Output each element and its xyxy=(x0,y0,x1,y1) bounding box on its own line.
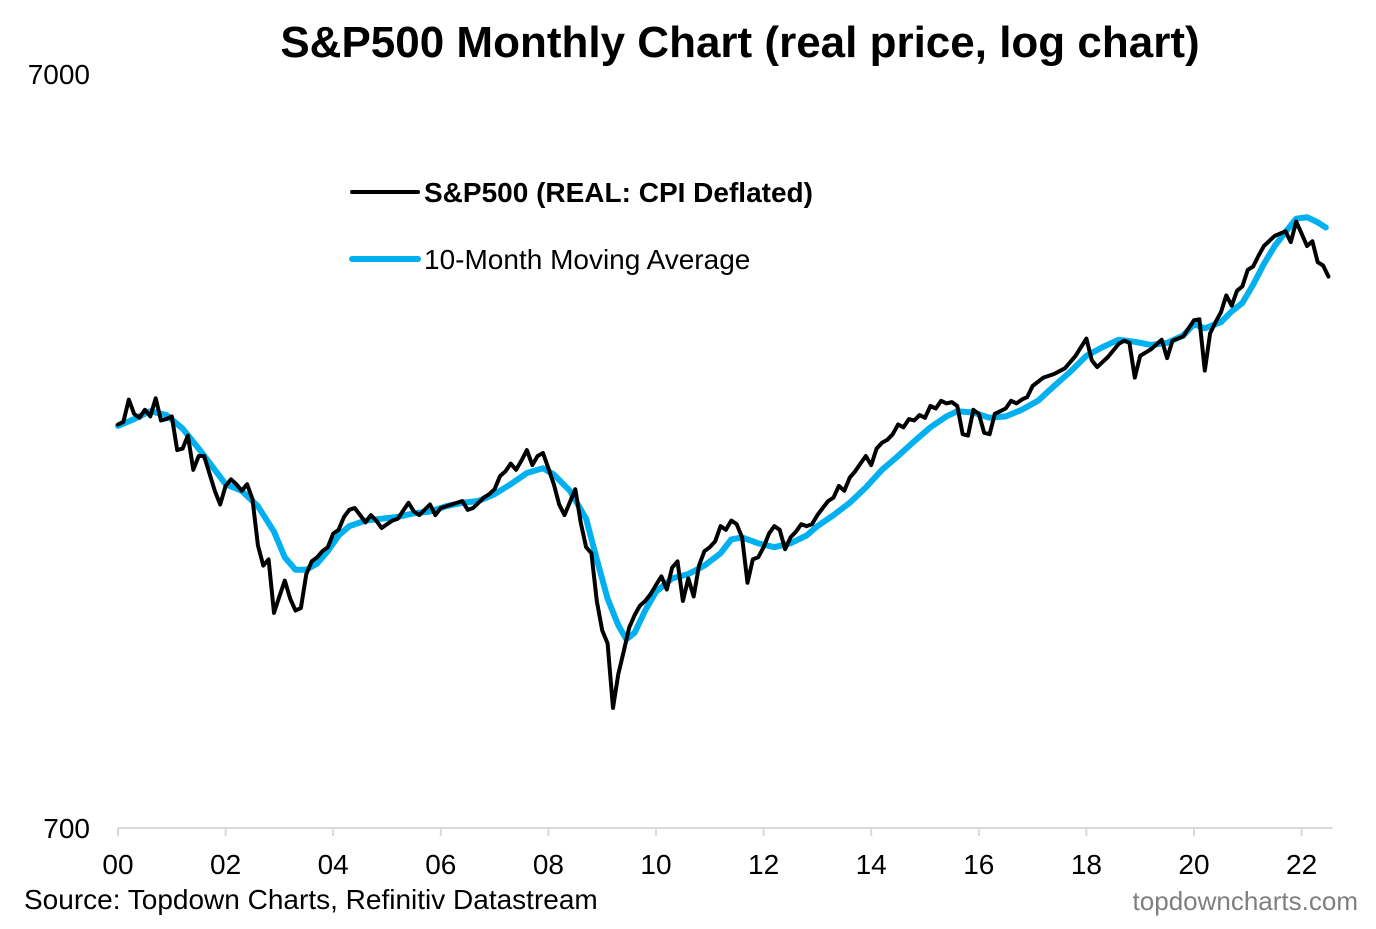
x-tick-label: 10 xyxy=(640,849,671,880)
website-credit: topdowncharts.com xyxy=(1132,886,1358,916)
x-tick-label: 18 xyxy=(1071,849,1102,880)
series-line-sp500-real xyxy=(116,219,1331,710)
series-line-10m-moving-average xyxy=(115,214,1329,643)
x-tick-label: 14 xyxy=(856,849,887,880)
series-lines xyxy=(115,214,1331,710)
x-tick-label: 12 xyxy=(748,849,779,880)
y-tick-label: 7000 xyxy=(28,59,90,90)
x-tick-label: 08 xyxy=(533,849,564,880)
x-tick-label: 06 xyxy=(425,849,456,880)
legend-label: S&P500 (REAL: CPI Deflated) xyxy=(424,177,813,208)
legend-label: 10-Month Moving Average xyxy=(424,244,750,275)
axes: 00 02 04 06 08 10 12 14 16 18 20 22 7000 700 xyxy=(28,59,1333,880)
x-tick-label: 20 xyxy=(1178,849,1209,880)
x-tick-label: 02 xyxy=(210,849,241,880)
x-tick-label: 04 xyxy=(318,849,349,880)
x-tick-label: 22 xyxy=(1286,849,1317,880)
source-note: Source: Topdown Charts, Refinitiv Datast… xyxy=(24,884,598,915)
x-tick-label: 16 xyxy=(963,849,994,880)
y-tick-label: 700 xyxy=(43,813,90,844)
x-tick-label: 00 xyxy=(102,849,133,880)
legend: S&P500 (REAL: CPI Deflated) 10-Month Movi… xyxy=(349,177,813,275)
chart-title: S&P500 Monthly Chart (real price, log ch… xyxy=(280,18,1200,67)
